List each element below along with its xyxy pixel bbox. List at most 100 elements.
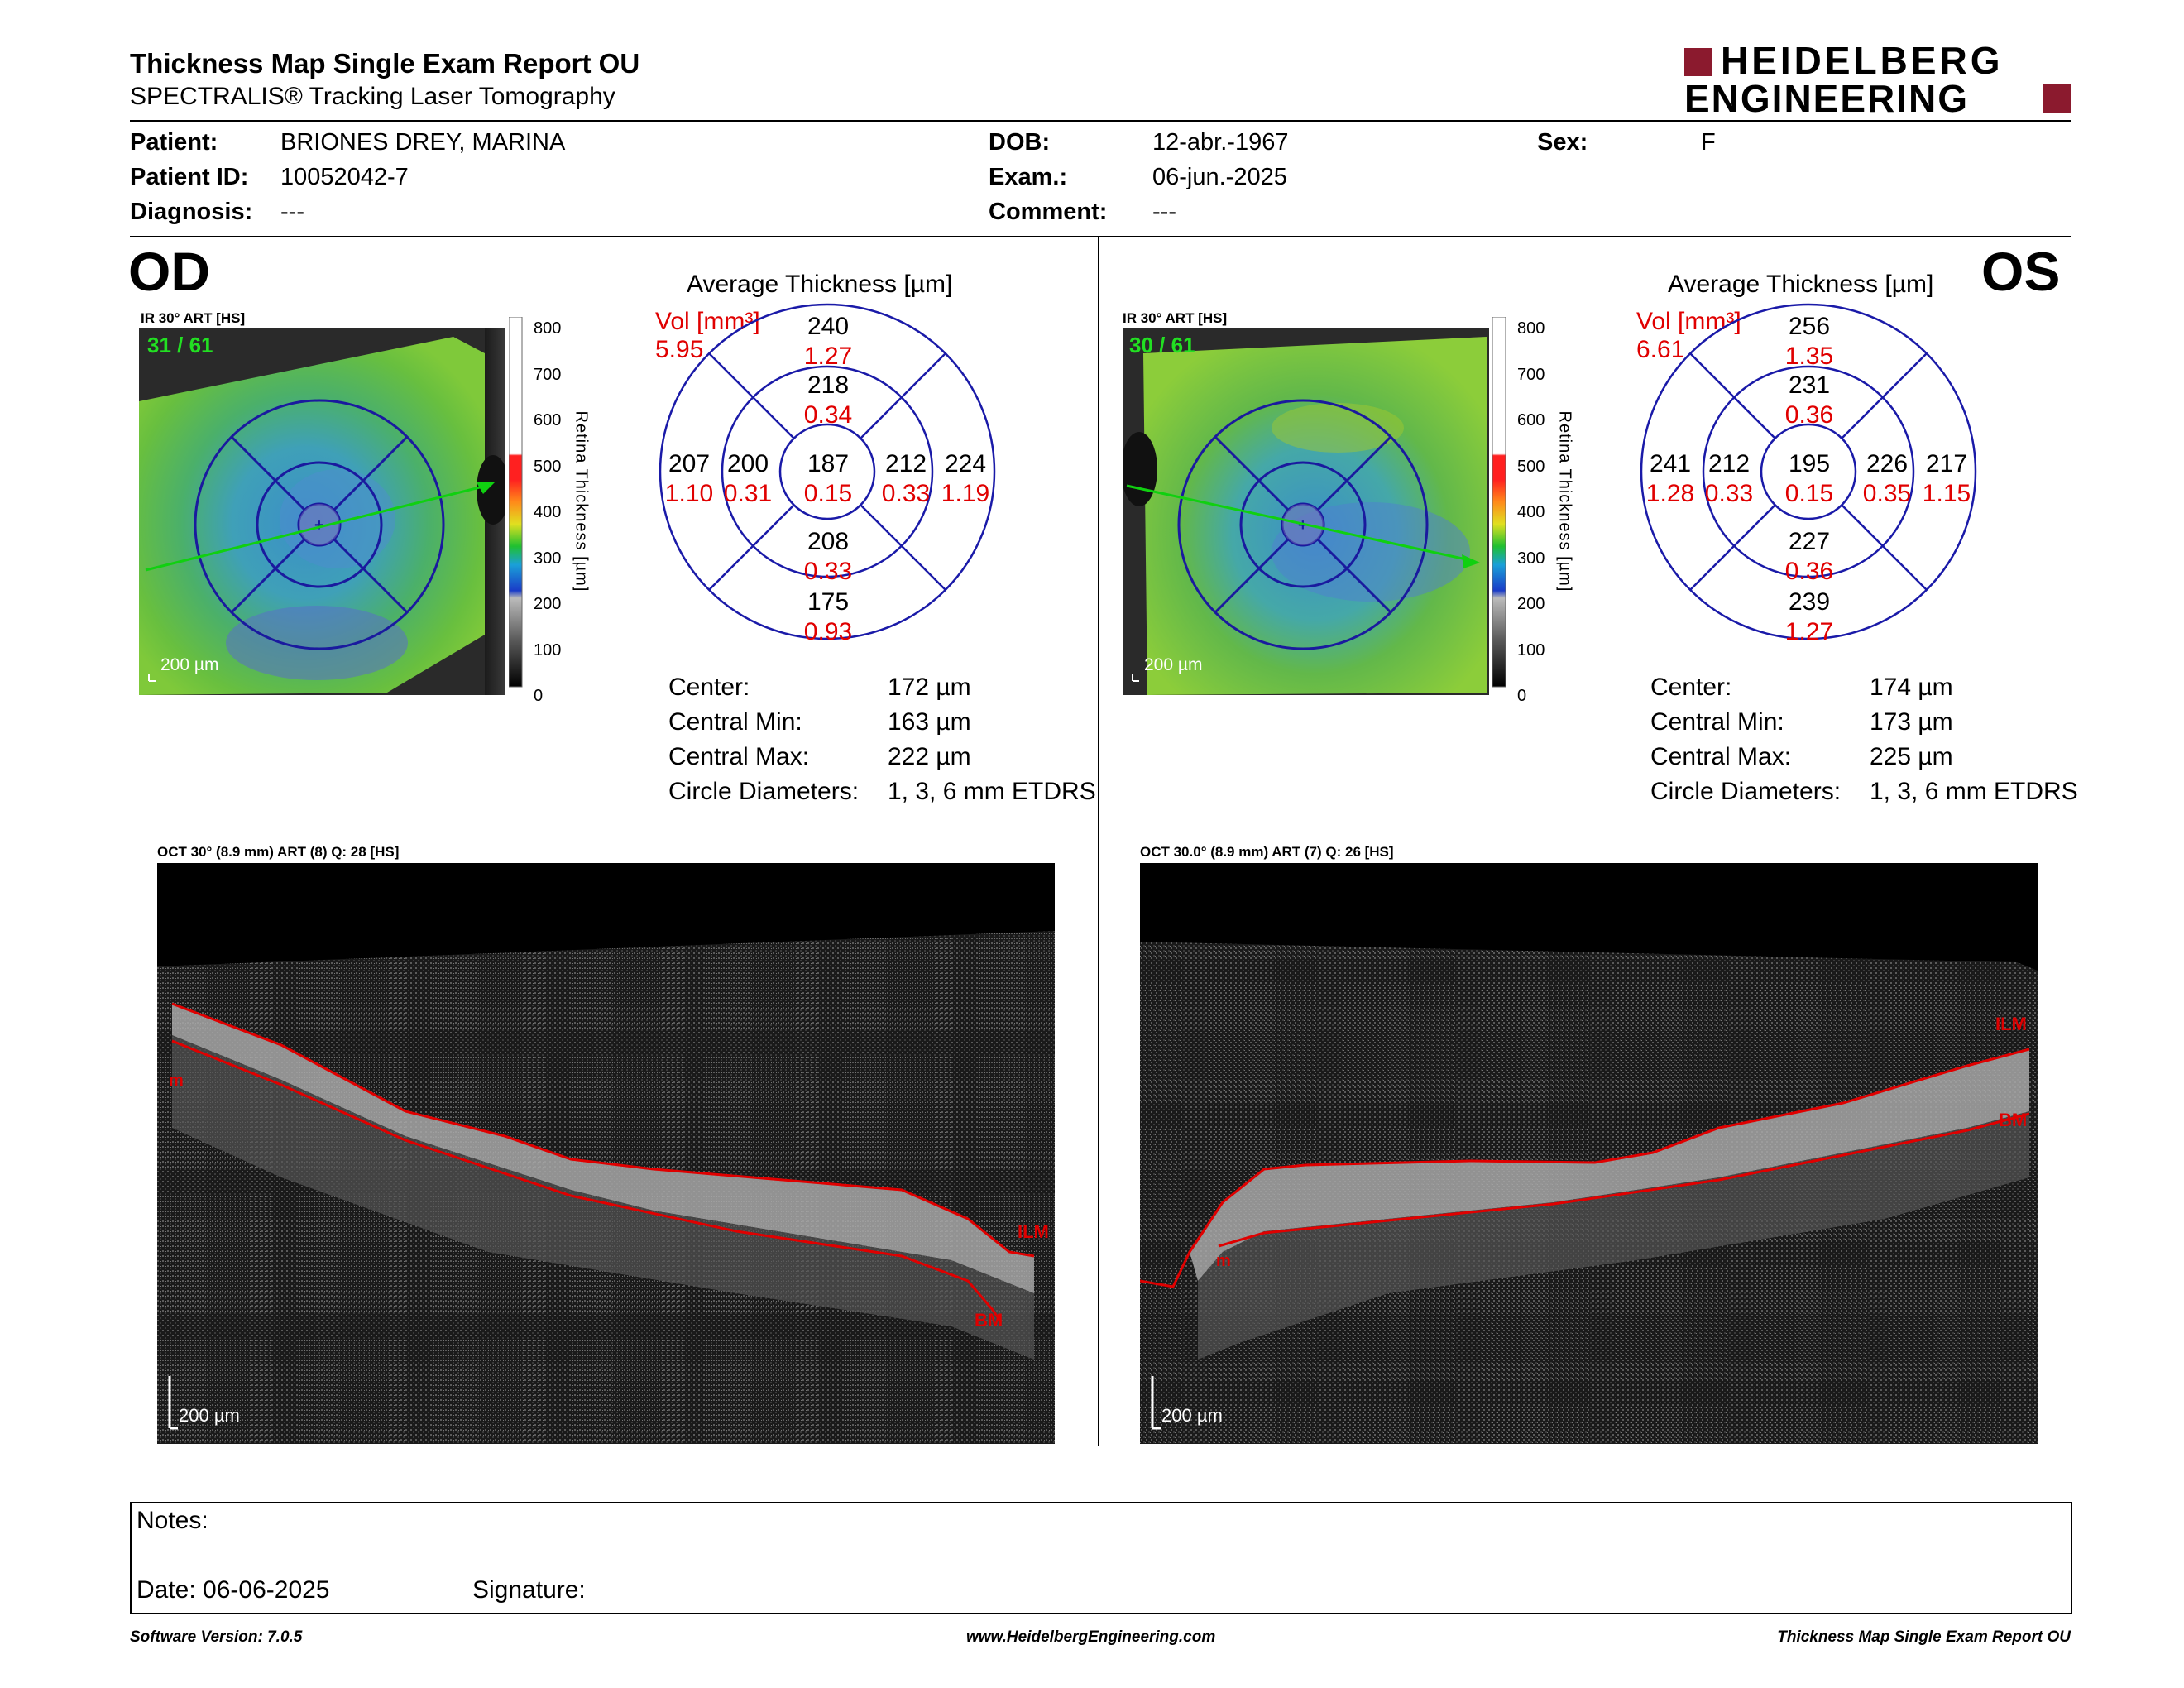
patient-name: BRIONES DREY, MARINA xyxy=(280,129,566,156)
od-oct-scale: 200 µm xyxy=(179,1405,240,1426)
od-cbar-tick-600: 600 xyxy=(534,411,562,429)
os-vol-label: Vol [mm³] xyxy=(1636,308,1741,335)
os-ilm-label: ILM xyxy=(1995,1014,2027,1034)
os-sup-in-volume: 0.36 xyxy=(1784,401,1834,429)
os-cbar-tick-600: 600 xyxy=(1517,411,1545,429)
od-sup-out: 240 1.27 xyxy=(799,312,857,372)
od-colorbar-title: Retina Thickness [µm] xyxy=(572,410,591,592)
footer-report-name: Thickness Map Single Exam Report OU xyxy=(1777,1628,2071,1646)
od-cbar-tick-500: 500 xyxy=(534,457,562,476)
od-diam-label: Circle Diameters: xyxy=(668,778,860,805)
os-sup-in: 231 0.36 xyxy=(1780,371,1838,430)
os-right-out: 217 1.15 xyxy=(1918,449,1976,509)
od-sup-in: 218 0.34 xyxy=(799,371,857,430)
od-eye-label: OD xyxy=(128,241,210,302)
os-sup-in-thickness: 231 xyxy=(1788,372,1831,399)
od-cbar-tick-300: 300 xyxy=(534,549,562,568)
od-sup-in-thickness: 218 xyxy=(807,372,850,399)
os-sup-out-volume: 1.35 xyxy=(1784,343,1834,370)
od-thickness-map: + 31 / 61 200 µm xyxy=(139,328,510,695)
od-diam-value: 1, 3, 6 mm ETDRS xyxy=(888,778,1096,805)
os-vol-value: 6.61 xyxy=(1636,336,1685,363)
os-cbar-tick-300: 300 xyxy=(1517,549,1545,568)
os-cbar-tick-500: 500 xyxy=(1517,457,1545,476)
exam-value: 06-jun.-2025 xyxy=(1152,164,1287,190)
od-ir-label: IR 30° ART [HS] xyxy=(141,310,246,326)
exam-label: Exam.: xyxy=(989,164,1068,190)
os-left-in-volume: 0.33 xyxy=(1704,480,1754,507)
os-max-value: 225 µm xyxy=(1870,743,1953,770)
os-center: 195 0.15 xyxy=(1780,449,1838,509)
od-left-in-thickness: 200 xyxy=(726,450,769,477)
os-cbar-tick-400: 400 xyxy=(1517,503,1545,521)
os-left-out: 241 1.28 xyxy=(1641,449,1699,509)
os-cbar-tick-700: 700 xyxy=(1517,365,1545,384)
patient-label: Patient: xyxy=(130,129,218,156)
date-label: Date: 06-06-2025 xyxy=(136,1576,330,1604)
signature-label: Signature: xyxy=(472,1576,586,1604)
od-sup-out-volume: 1.27 xyxy=(803,343,853,370)
od-sup-out-thickness: 240 xyxy=(807,313,850,340)
od-inf-in-volume: 0.33 xyxy=(803,558,853,585)
od-right-out-volume: 1.19 xyxy=(941,480,990,507)
od-side-label: m xyxy=(169,1072,184,1090)
os-sup-out-thickness: 256 xyxy=(1788,313,1831,340)
eye-divider xyxy=(1098,237,1099,1446)
os-avg-title: Average Thickness [µm] xyxy=(1668,271,1934,298)
od-inf-out-volume: 0.93 xyxy=(803,618,853,645)
sex-value: F xyxy=(1701,129,1716,156)
od-map-scale: 200 µm xyxy=(160,655,219,674)
os-eye-label: OS xyxy=(1981,241,2061,302)
os-left-in: 212 0.33 xyxy=(1700,449,1758,509)
od-left-in-volume: 0.31 xyxy=(723,480,773,507)
od-cbar-tick-400: 400 xyxy=(534,503,562,521)
os-diam-label: Circle Diameters: xyxy=(1650,778,1842,805)
svg-text:+: + xyxy=(1298,516,1308,535)
os-inf-in: 227 0.36 xyxy=(1780,527,1838,587)
os-colorbar-title: Retina Thickness [µm] xyxy=(1555,410,1574,592)
os-map-scale: 200 µm xyxy=(1144,655,1203,674)
od-right-in-thickness: 212 xyxy=(884,450,927,477)
od-right-out: 224 1.19 xyxy=(936,449,994,509)
os-frame-counter: 30 / 61 xyxy=(1129,333,1195,357)
os-cbar-tick-100: 100 xyxy=(1517,640,1545,659)
od-sup-in-volume: 0.34 xyxy=(803,401,853,429)
heidelberg-logo: HEIDELBERG ENGINEERING xyxy=(1684,41,2071,117)
os-cbar-tick-0: 0 xyxy=(1517,687,1527,705)
software-version: Software Version: 7.0.5 xyxy=(130,1628,303,1646)
os-stat-values: 174 µm 173 µm 225 µm 1, 3, 6 mm ETDRS xyxy=(1870,670,2078,809)
od-center-volume: 0.15 xyxy=(803,480,853,507)
od-vol-value: 5.95 xyxy=(655,336,704,363)
od-colorbar xyxy=(508,316,600,698)
comment-label: Comment: xyxy=(989,199,1108,225)
od-stat-values: 172 µm 163 µm 222 µm 1, 3, 6 mm ETDRS xyxy=(888,670,1096,809)
os-center-label: Center: xyxy=(1650,674,1732,701)
dob-value: 12-abr.-1967 xyxy=(1152,129,1289,156)
svg-text:+: + xyxy=(314,516,324,535)
os-cbar-tick-800: 800 xyxy=(1517,319,1545,338)
patient-id-label: Patient ID: xyxy=(130,164,249,190)
logo-line1: HEIDELBERG xyxy=(1721,39,2004,82)
os-right-out-thickness: 217 xyxy=(1925,450,1968,477)
os-oct-label: OCT 30.0° (8.9 mm) ART (7) Q: 26 [HS] xyxy=(1140,844,1394,860)
od-max-value: 222 µm xyxy=(888,743,971,770)
od-left-out: 207 1.10 xyxy=(660,449,718,509)
header-rule xyxy=(130,120,2071,122)
od-inf-out: 175 0.93 xyxy=(799,587,857,647)
os-inf-in-thickness: 227 xyxy=(1788,528,1831,555)
od-center: 187 0.15 xyxy=(799,449,857,509)
diagnosis-value: --- xyxy=(280,199,304,225)
od-center-label: Center: xyxy=(668,674,750,701)
os-left-out-thickness: 241 xyxy=(1649,450,1692,477)
os-right-in-thickness: 226 xyxy=(1866,450,1909,477)
os-left-in-thickness: 212 xyxy=(1707,450,1751,477)
od-ilm-label: ILM xyxy=(1018,1221,1049,1242)
od-min-value: 163 µm xyxy=(888,708,971,736)
patient-id: 10052042-7 xyxy=(280,164,409,190)
od-oct-label: OCT 30° (8.9 mm) ART (8) Q: 28 [HS] xyxy=(157,844,400,860)
od-oct-scan: ILM BM m 200 µm xyxy=(157,863,1055,1444)
os-center-value: 174 µm xyxy=(1870,674,1953,701)
website-link[interactable]: www.HeidelbergEngineering.com xyxy=(966,1628,1216,1646)
od-cbar-tick-800: 800 xyxy=(534,319,562,338)
os-colorbar xyxy=(1492,316,1583,698)
